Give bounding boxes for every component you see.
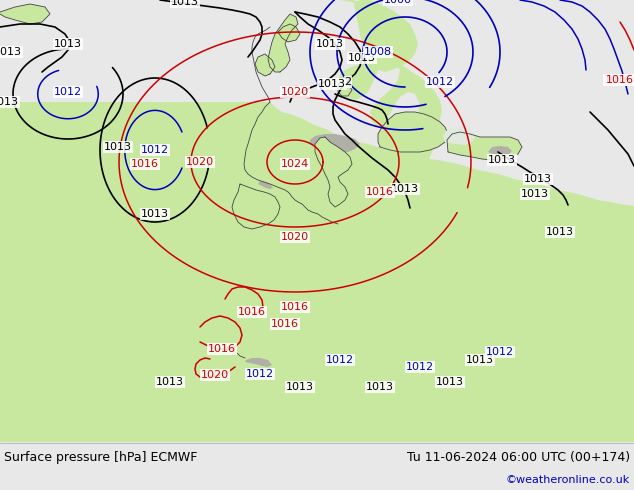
Text: 1013: 1013 [0, 47, 22, 57]
Text: 1013: 1013 [546, 227, 574, 237]
Polygon shape [268, 14, 298, 72]
Polygon shape [0, 312, 634, 442]
Polygon shape [338, 80, 352, 96]
Text: 1013: 1013 [466, 355, 494, 365]
Text: 1013: 1013 [141, 209, 169, 219]
Text: 1012: 1012 [246, 369, 274, 379]
Text: 1012: 1012 [486, 347, 514, 357]
Text: 1013: 1013 [316, 39, 344, 49]
Text: 1012: 1012 [54, 87, 82, 97]
Text: ©weatheronline.co.uk: ©weatheronline.co.uk [506, 475, 630, 485]
Text: 1016: 1016 [366, 187, 394, 197]
Text: 1012: 1012 [406, 362, 434, 372]
Text: 1016: 1016 [606, 75, 634, 85]
Polygon shape [310, 134, 360, 152]
Text: 1016: 1016 [131, 159, 159, 169]
Text: 1024: 1024 [281, 159, 309, 169]
Text: 1012: 1012 [326, 355, 354, 365]
Text: 1013: 1013 [156, 377, 184, 387]
Text: 1020: 1020 [281, 87, 309, 97]
Polygon shape [378, 112, 448, 152]
Text: 1013: 1013 [391, 184, 419, 194]
Text: 1000: 1000 [384, 0, 412, 5]
Polygon shape [278, 24, 300, 42]
Text: 1013: 1013 [104, 142, 132, 152]
Polygon shape [245, 358, 272, 367]
Text: 1016: 1016 [238, 307, 266, 317]
Text: 1013: 1013 [524, 174, 552, 184]
Text: 1013: 1013 [0, 97, 19, 107]
Text: 2: 2 [344, 77, 352, 87]
Text: 1016: 1016 [281, 302, 309, 312]
Polygon shape [354, 0, 418, 72]
Text: 1008: 1008 [364, 47, 392, 57]
Text: 1020: 1020 [281, 232, 309, 242]
Polygon shape [0, 102, 634, 442]
Text: 1013: 1013 [436, 377, 464, 387]
Polygon shape [258, 181, 273, 189]
Text: 1020: 1020 [201, 370, 229, 380]
Text: 1013: 1013 [286, 382, 314, 392]
Text: 1012: 1012 [426, 77, 454, 87]
Text: 1012: 1012 [141, 145, 169, 155]
Text: 1020: 1020 [186, 157, 214, 167]
Text: Surface pressure [hPa] ECMWF: Surface pressure [hPa] ECMWF [4, 451, 197, 465]
Polygon shape [0, 4, 50, 24]
Text: 1013: 1013 [348, 53, 376, 63]
Polygon shape [443, 127, 475, 145]
Text: 1013: 1013 [54, 39, 82, 49]
Polygon shape [232, 184, 280, 229]
Text: Tu 11-06-2024 06:00 UTC (00+174): Tu 11-06-2024 06:00 UTC (00+174) [407, 451, 630, 465]
Text: 1016: 1016 [208, 344, 236, 354]
Text: 1013: 1013 [366, 382, 394, 392]
Polygon shape [330, 0, 442, 174]
Text: 1013: 1013 [488, 155, 516, 165]
Text: 1013: 1013 [318, 79, 346, 89]
Polygon shape [255, 54, 275, 76]
Text: 1013: 1013 [521, 189, 549, 199]
Polygon shape [488, 146, 512, 156]
Text: 1016: 1016 [604, 75, 632, 85]
Text: 1016: 1016 [271, 319, 299, 329]
Polygon shape [447, 132, 522, 160]
Text: 1013: 1013 [171, 0, 199, 7]
Polygon shape [315, 137, 352, 207]
